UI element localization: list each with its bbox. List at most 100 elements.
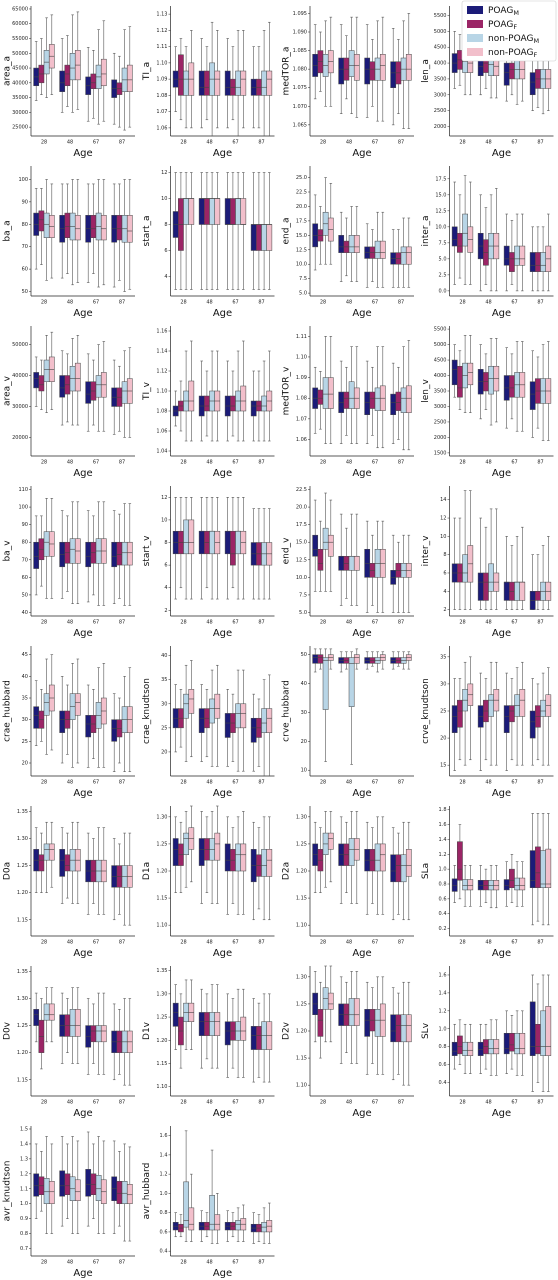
box (390, 651, 397, 670)
box (348, 971, 355, 1064)
x-axis-title: Age (73, 1268, 92, 1279)
x-tick-label: 48 (346, 460, 352, 466)
y-axis-title: TI_a (142, 62, 152, 81)
x-tick-label: 87 (258, 780, 264, 786)
box (509, 1015, 515, 1070)
x-axis-title: Age (352, 148, 371, 159)
y-tick-label: 2.5 (439, 272, 447, 278)
y-tick-label: 5.0 (439, 256, 447, 262)
box (250, 508, 257, 600)
box (85, 47, 92, 122)
y-tick-label: 8 (443, 552, 446, 558)
x-tick-label: 87 (398, 780, 404, 786)
box-body (214, 70, 221, 96)
box (43, 17, 50, 98)
box-body (188, 689, 195, 714)
box (379, 346, 386, 449)
box (188, 172, 195, 290)
box (240, 988, 247, 1078)
y-tick-label: 0.0 (439, 288, 447, 294)
x-axis-title: Age (352, 788, 371, 799)
y-tick-label: 1.6 (160, 1133, 168, 1139)
box (64, 35, 71, 107)
box-body (400, 387, 407, 413)
y-tick-label: 1.5 (20, 1126, 28, 1132)
box (126, 503, 133, 606)
box-body (230, 530, 236, 566)
box (43, 821, 50, 893)
box (514, 341, 520, 432)
x-axis-title: Age (213, 1268, 232, 1279)
box (545, 974, 552, 1092)
x-tick-label: 28 (180, 1100, 186, 1106)
box (121, 179, 128, 292)
box (503, 861, 510, 907)
box (69, 821, 76, 904)
box (462, 334, 468, 413)
x-tick-label: 67 (93, 780, 99, 786)
y-axis-title: medTOR_v (282, 366, 292, 415)
box (390, 229, 397, 288)
y-tick-label: 1.09 (156, 77, 167, 83)
y-tick-label: 1.6 (439, 822, 447, 828)
box (33, 515, 40, 596)
box-body (535, 846, 541, 888)
box-body (317, 389, 324, 405)
box (503, 672, 510, 771)
box (343, 527, 350, 599)
box (230, 693, 236, 762)
box-body (540, 252, 546, 272)
box (64, 515, 71, 592)
box-body (198, 530, 205, 555)
x-tick-label: 48 (67, 1100, 73, 1106)
box-body (343, 391, 350, 409)
box-body (405, 54, 412, 81)
box (338, 651, 345, 673)
box-body (395, 1014, 402, 1043)
box-body (188, 1207, 195, 1231)
x-axis-title: Age (73, 308, 92, 319)
box (374, 211, 381, 288)
box (529, 974, 536, 1092)
box (462, 490, 468, 610)
box-body (74, 215, 81, 241)
x-axis-title: Age (352, 308, 371, 319)
box (535, 554, 541, 610)
box (126, 832, 133, 926)
box (178, 380, 184, 432)
box-body (95, 375, 102, 398)
box (348, 16, 355, 115)
box (348, 346, 355, 444)
box-body (483, 572, 489, 601)
box (317, 827, 324, 893)
box (261, 679, 267, 777)
box (235, 669, 241, 772)
y-tick-label: 5000 (434, 29, 447, 35)
box-body (224, 198, 231, 225)
y-tick-label: 25 (440, 709, 446, 715)
y-tick-label: 1.07 (296, 416, 307, 422)
box (343, 981, 350, 1053)
box (343, 366, 350, 436)
x-axis-title: Age (492, 628, 511, 639)
y-tick-label: 15.0 (296, 540, 307, 546)
y-tick-label: 80 (22, 222, 28, 228)
y-tick-label: 35 (161, 677, 167, 683)
box (183, 1130, 189, 1242)
box-body (519, 245, 526, 266)
box (514, 861, 520, 907)
box-body (90, 1025, 97, 1043)
y-tick-label: 45000 (12, 66, 28, 72)
y-tick-label: 1.13 (156, 12, 167, 18)
box-body (462, 879, 468, 891)
box (214, 664, 221, 767)
box (116, 1151, 123, 1227)
x-tick-label: 67 (511, 140, 517, 146)
box-body (121, 541, 128, 566)
box (121, 676, 128, 772)
box-body (204, 198, 210, 225)
box-body (545, 848, 552, 888)
x-tick-label: 28 (41, 1260, 47, 1266)
box (483, 1023, 489, 1070)
